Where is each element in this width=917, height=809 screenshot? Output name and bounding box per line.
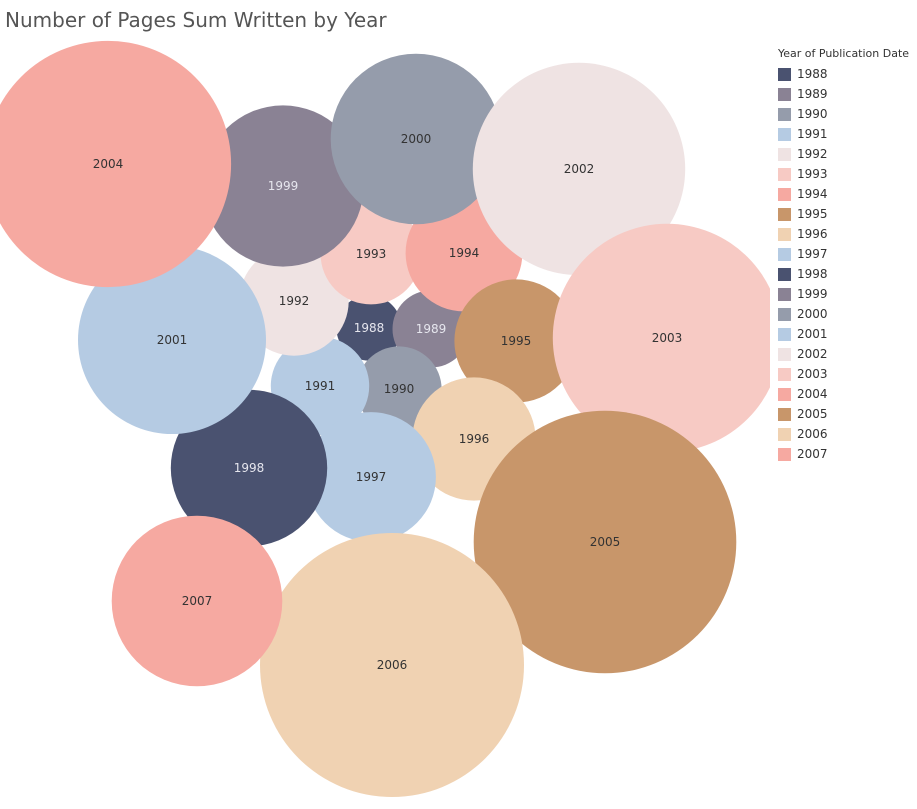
legend-item-1991: 1991	[778, 124, 917, 144]
bubble-label-2003: 2003	[652, 331, 683, 345]
legend-swatch-1994	[778, 187, 791, 201]
legend-swatch-2001	[778, 327, 791, 341]
legend-swatch-1997	[778, 247, 791, 261]
legend-label-2004: 2004	[797, 387, 828, 401]
legend-label-1993: 1993	[797, 167, 828, 181]
legend-label-1992: 1992	[797, 147, 828, 161]
bubble-1995	[454, 279, 578, 403]
bubble-2001	[78, 246, 266, 434]
bubble-2003	[552, 223, 770, 453]
legend-item-2003: 2003	[778, 364, 917, 384]
bubble-2004	[0, 40, 232, 288]
legend-item-1994: 1994	[778, 184, 917, 204]
legend-swatch-1989	[778, 87, 791, 101]
legend-item-2004: 2004	[778, 384, 917, 404]
legend-label-2005: 2005	[797, 407, 828, 421]
legend-item-1988: 1988	[778, 64, 917, 84]
bubble-label-2005: 2005	[590, 535, 621, 549]
legend-swatch-2006	[778, 427, 791, 441]
legend-label-1990: 1990	[797, 107, 828, 121]
legend-label-1996: 1996	[797, 227, 828, 241]
legend-swatch-1992	[778, 147, 791, 161]
bubble-2005	[473, 410, 737, 674]
bubble-2006	[260, 533, 524, 797]
bubble-2000	[330, 53, 502, 225]
bubble-label-1992: 1992	[279, 294, 310, 308]
legend-label-2003: 2003	[797, 367, 828, 381]
legend-swatch-2004	[778, 387, 791, 401]
legend-item-1989: 1989	[778, 84, 917, 104]
legend-swatch-1998	[778, 267, 791, 281]
legend-label-2001: 2001	[797, 327, 828, 341]
legend-swatch-2003	[778, 367, 791, 381]
legend-item-1996: 1996	[778, 224, 917, 244]
bubble-label-1989: 1989	[416, 322, 447, 336]
legend-swatch-1990	[778, 107, 791, 121]
legend-label-2007: 2007	[797, 447, 828, 461]
bubble-label-1997: 1997	[356, 470, 387, 484]
legend-swatch-1993	[778, 167, 791, 181]
bubble-label-2001: 2001	[157, 333, 188, 347]
bubble-2007	[111, 515, 283, 687]
legend-swatch-1999	[778, 287, 791, 301]
legend-items: 1988 1989 1990 1991 1992 1993 1994 1995 1996 1997…	[778, 64, 917, 464]
bubble-label-1988: 1988	[354, 321, 385, 335]
bubble-1988	[336, 295, 402, 361]
legend-item-1998: 1998	[778, 264, 917, 284]
bubble-label-1993: 1993	[356, 247, 387, 261]
bubble-label-1998: 1998	[234, 461, 265, 475]
legend-label-2002: 2002	[797, 347, 828, 361]
legend-swatch-2007	[778, 447, 791, 461]
legend-label-1997: 1997	[797, 247, 828, 261]
legend-label-1994: 1994	[797, 187, 828, 201]
legend-label-1988: 1988	[797, 67, 828, 81]
legend-item-1990: 1990	[778, 104, 917, 124]
bubble-chart: 1988 1989 1990 1991 1992 1993 1994 1995 1996 1997…	[0, 40, 770, 797]
legend-label-1999: 1999	[797, 287, 828, 301]
chart-title: Number of Pages Sum Written by Year	[5, 8, 387, 32]
legend-item-2000: 2000	[778, 304, 917, 324]
legend-swatch-2002	[778, 347, 791, 361]
bubble-1997	[306, 412, 436, 542]
bubble-label-2002: 2002	[564, 162, 595, 176]
legend-label-1989: 1989	[797, 87, 828, 101]
bubble-label-2006: 2006	[377, 658, 408, 672]
legend-label-1991: 1991	[797, 127, 828, 141]
bubble-label-1999: 1999	[268, 179, 299, 193]
legend-item-2006: 2006	[778, 424, 917, 444]
bubble-label-1996: 1996	[459, 432, 490, 446]
bubble-label-2004: 2004	[93, 157, 124, 171]
legend-label-2006: 2006	[797, 427, 828, 441]
bubble-1999	[202, 105, 364, 267]
legend-item-1997: 1997	[778, 244, 917, 264]
legend-item-1992: 1992	[778, 144, 917, 164]
bubble-label-1990: 1990	[384, 382, 415, 396]
bubble-1998	[170, 389, 328, 547]
bubble-label-1994: 1994	[449, 246, 480, 260]
legend-item-2002: 2002	[778, 344, 917, 364]
legend-item-2007: 2007	[778, 444, 917, 464]
bubble-label-2000: 2000	[401, 132, 432, 146]
bubble-label-1995: 1995	[501, 334, 532, 348]
legend-item-1999: 1999	[778, 284, 917, 304]
legend-swatch-1996	[778, 227, 791, 241]
legend-label-1998: 1998	[797, 267, 828, 281]
legend-item-1993: 1993	[778, 164, 917, 184]
legend: Year of Publication Date 1988 1989 1990 199…	[778, 47, 917, 464]
legend-swatch-1995	[778, 207, 791, 221]
legend-item-1995: 1995	[778, 204, 917, 224]
bubble-label-1991: 1991	[305, 379, 336, 393]
legend-swatch-1991	[778, 127, 791, 141]
bubble-2002	[472, 62, 686, 276]
legend-item-2001: 2001	[778, 324, 917, 344]
legend-item-2005: 2005	[778, 404, 917, 424]
legend-swatch-2005	[778, 407, 791, 421]
bubble-label-2007: 2007	[182, 594, 213, 608]
legend-title: Year of Publication Date	[778, 47, 910, 60]
legend-swatch-1988	[778, 67, 791, 81]
legend-label-2000: 2000	[797, 307, 828, 321]
legend-label-1995: 1995	[797, 207, 828, 221]
bubble-1992	[239, 246, 349, 356]
legend-swatch-2000	[778, 307, 791, 321]
